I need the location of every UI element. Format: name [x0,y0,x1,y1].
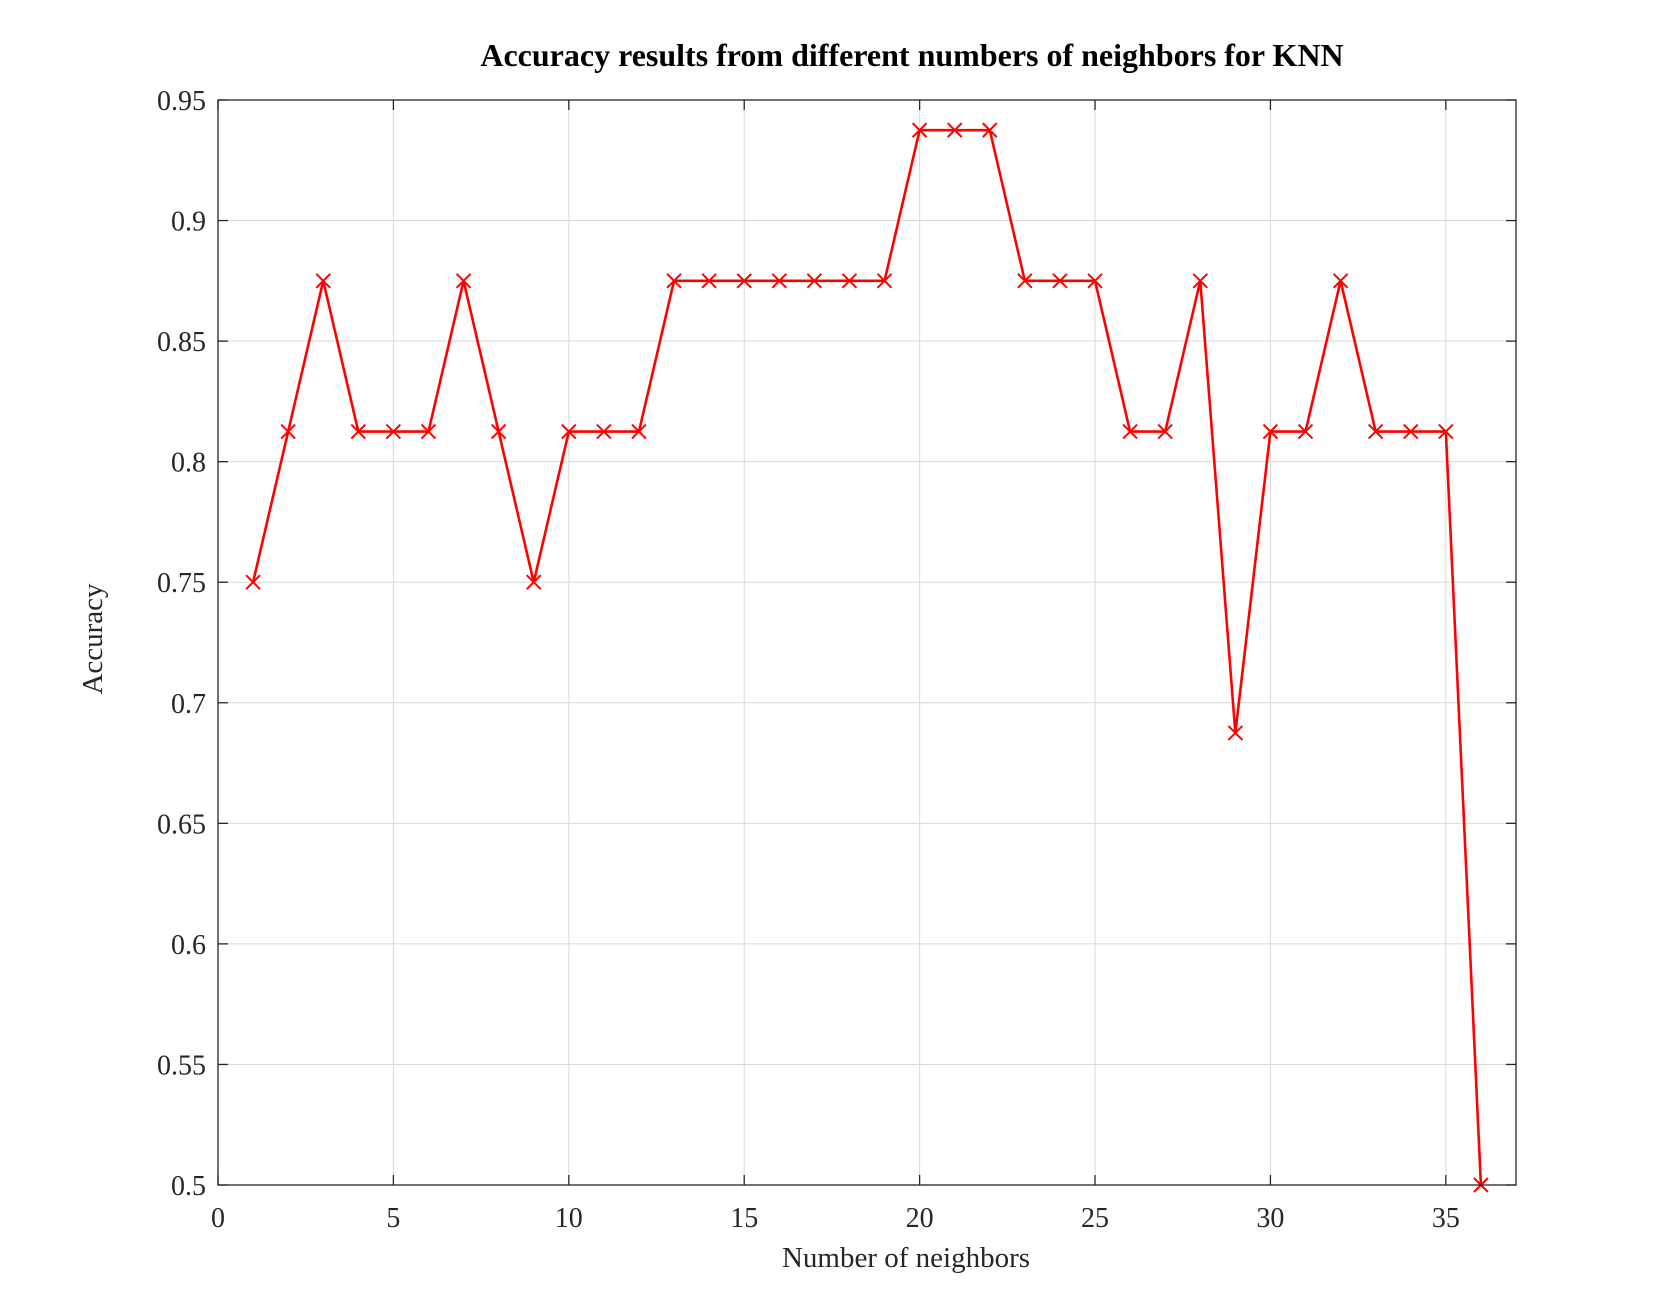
data-point-marker [245,574,261,590]
y-tick-label: 0.9 [171,207,206,238]
data-point-marker [1367,423,1384,440]
x-tick-label: 15 [730,1203,758,1234]
data-point-marker [911,122,928,138]
data-point-marker [1297,423,1314,440]
data-point-marker [385,423,402,440]
y-tick-label: 0.6 [171,930,206,961]
data-point-marker [1087,273,1103,289]
y-tick-label: 0.55 [157,1050,206,1081]
series-line [251,128,1483,1186]
y-tick-label: 0.75 [157,568,206,599]
y-tick-label: 0.7 [171,689,206,720]
data-point-marker [315,273,331,289]
y-tick-label: 0.5 [171,1171,206,1202]
data-point-marker [876,273,893,289]
x-tick-label: 35 [1432,1203,1460,1234]
data-point-marker [806,273,823,289]
x-tick-label: 0 [211,1203,225,1234]
data-point-marker [490,423,507,440]
y-tick-label: 0.85 [157,327,206,358]
x-axis-label: Number of neighbors [782,1242,1030,1274]
data-point-marker [666,273,682,289]
x-tick-label: 20 [906,1203,934,1234]
x-tick-label: 10 [555,1203,583,1234]
data-point-marker [736,273,752,289]
y-tick-label: 0.65 [157,809,206,840]
data-point-marker [1227,725,1244,741]
data-point-marker [631,423,647,440]
data-point-marker [280,423,296,440]
data-point-marker [982,122,998,138]
x-tick-label: 5 [386,1203,400,1234]
data-point-marker [771,273,788,289]
data-point-marker [701,273,717,289]
data-point-marker [1122,423,1138,440]
y-tick-label: 0.95 [157,86,206,117]
chart-title: Accuracy results from different numbers … [480,37,1343,73]
tick-labels: 0 5 10 15 20 25 30 35 0.5 0.55 0.6 0.65 0.7 0.75 0.8 0.… [157,86,1460,1234]
data-point-marker [1157,423,1173,440]
data-point-marker [1332,273,1349,289]
y-tick-label: 0.8 [171,448,206,479]
x-tick-label: 30 [1256,1203,1284,1234]
axes-box [217,99,1517,1186]
data-point-marker [1052,273,1068,289]
data-point-marker [1438,423,1454,440]
data-point-marker [420,423,437,440]
axes-frame [217,99,1517,1186]
data-point-marker [1192,273,1208,289]
data-point-marker [1017,273,1033,289]
data-point-marker [526,574,542,590]
data-point-marker [561,423,577,440]
data-point-marker [946,122,963,138]
y-axis-label: Accuracy [77,583,109,695]
data-point-marker [841,273,858,289]
data-point-marker [1262,423,1279,440]
data-point-marker [1403,423,1419,440]
x-tick-label: 25 [1081,1203,1109,1234]
data-point-marker [455,273,472,289]
plot-series [245,122,1489,1193]
data-point-marker [350,423,367,440]
data-point-marker [596,423,612,440]
